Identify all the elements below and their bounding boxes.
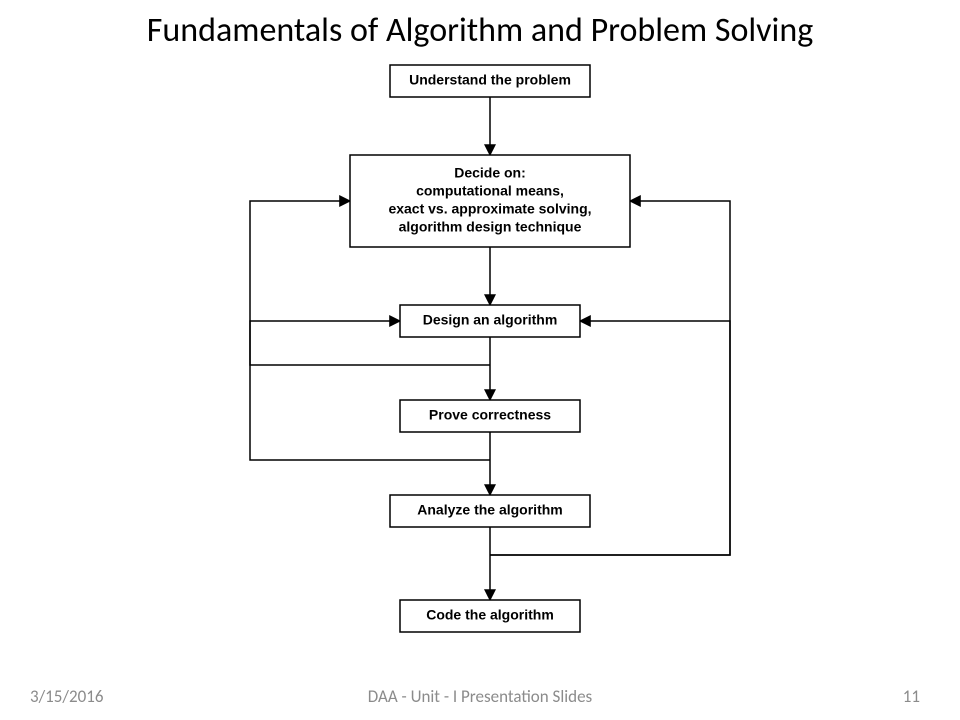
flow-node-label: Prove correctness	[429, 407, 551, 423]
footer-page-number: 11	[903, 686, 920, 707]
feedback-arrow	[250, 321, 490, 460]
flow-node-label: algorithm design technique	[399, 219, 582, 235]
flow-node-label: Code the algorithm	[426, 607, 554, 623]
slide-footer: 3/15/2016 DAA - Unit - I Presentation Sl…	[0, 686, 960, 710]
flow-node-label: Decide on:	[454, 165, 526, 181]
footer-caption: DAA - Unit - I Presentation Slides	[0, 686, 960, 707]
flow-node-label: computational means,	[416, 183, 564, 199]
flowchart-svg: Understand the problem Decide on: computat…	[140, 55, 820, 685]
slide-title: Fundamentals of Algorithm and Problem So…	[0, 10, 960, 51]
flow-node-label: Analyze the algorithm	[417, 502, 562, 518]
flow-node-label: exact vs. approximate solving,	[388, 201, 591, 217]
flowchart-diagram: Understand the problem Decide on: computat…	[140, 55, 820, 685]
flow-node-label: Design an algorithm	[423, 312, 558, 328]
flow-node-label: Understand the problem	[409, 72, 571, 88]
